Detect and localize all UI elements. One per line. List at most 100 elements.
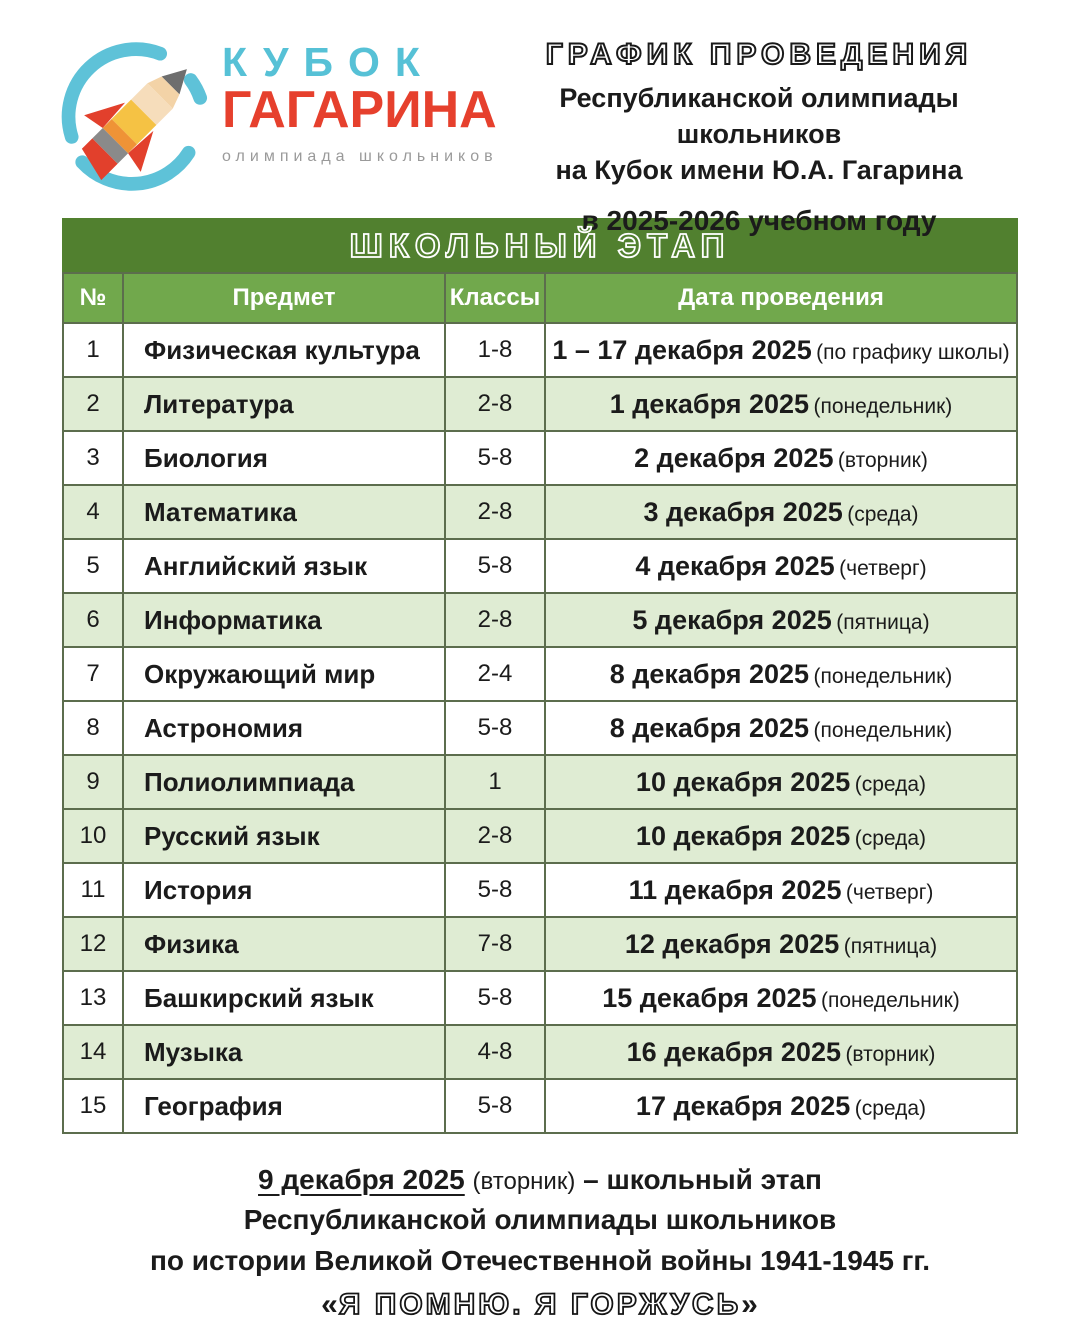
table-row: 12 Физика 7-8 12 декабря 2025 (пятница) <box>62 916 1018 972</box>
row-date-main: 1 декабря 2025 <box>609 388 810 419</box>
row-grades: 2-8 <box>444 592 546 648</box>
title-line3: на Кубок имени Ю.А. Гагарина <box>555 154 963 185</box>
table-row: 13 Башкирский язык 5-8 15 декабря 2025 (… <box>62 970 1018 1026</box>
footer-line2: Республиканской олимпиады школьников <box>243 1204 837 1236</box>
row-subject: Физика <box>122 916 446 972</box>
col-header-date: Дата проведения <box>544 272 1018 324</box>
row-grades: 2-8 <box>444 376 546 432</box>
footer-stage: – школьный этап <box>583 1164 822 1195</box>
row-grades: 5-8 <box>444 862 546 918</box>
row-date: 16 декабря 2025 (вторник) <box>544 1024 1018 1080</box>
table-row: 11 История 5-8 11 декабря 2025 (четверг) <box>62 862 1018 918</box>
row-date: 17 декабря 2025 (среда) <box>544 1078 1018 1134</box>
row-date-main: 16 декабря 2025 <box>626 1036 841 1067</box>
table-row: 8 Астрономия 5-8 8 декабря 2025 (понедел… <box>62 700 1018 756</box>
row-number: 7 <box>62 646 124 702</box>
row-subject: История <box>122 862 446 918</box>
row-date-note: (вторник) <box>837 448 928 472</box>
row-date-main: 12 декабря 2025 <box>624 928 840 959</box>
row-subject: Музыка <box>122 1024 446 1080</box>
footer-line1: 9 декабря 2025 (вторник) – школьный этап <box>0 1160 1080 1200</box>
row-subject: Окружающий мир <box>122 646 446 702</box>
row-number: 1 <box>62 322 124 378</box>
footer-motto: Я ПОМНЮ. Я ГОРЖУСЬ <box>338 1287 742 1322</box>
quote-close: » <box>741 1287 759 1321</box>
col-header-subject: Предмет <box>122 272 446 324</box>
row-date-note: (четверг) <box>845 880 934 904</box>
logo-word-gagarina: ГАГАРИНА <box>222 81 497 139</box>
row-date: 1 декабря 2025 (понедельник) <box>544 376 1018 432</box>
row-date: 10 декабря 2025 (среда) <box>544 754 1018 810</box>
stage-banner: ШКОЛЬНЫЙ ЭТАП <box>62 218 1018 272</box>
row-grades: 7-8 <box>444 916 546 972</box>
row-date-note: (по графику школы) <box>816 340 1010 364</box>
row-grades: 5-8 <box>444 700 546 756</box>
footer-line3: по истории Великой Отечественной войны 1… <box>149 1244 931 1276</box>
row-number: 15 <box>62 1078 124 1134</box>
title-line2: Республиканской олимпиады школьников <box>559 83 959 149</box>
table-row: 1 Физическая культура 1-8 1 – 17 декабря… <box>62 322 1018 378</box>
row-subject: Русский язык <box>122 808 446 864</box>
row-date-main: 10 декабря 2025 <box>635 766 851 797</box>
row-grades: 2-8 <box>444 484 546 540</box>
footer-date: 9 декабря 2025 <box>258 1164 465 1195</box>
footer-motto-line: «Я ПОМНЮ. Я ГОРЖУСЬ» <box>0 1283 1080 1326</box>
table-header-row: № Предмет Классы Дата проведения <box>62 272 1018 324</box>
row-grades: 5-8 <box>444 538 546 594</box>
row-date-main: 1 – 17 декабря 2025 <box>552 334 812 365</box>
row-number: 14 <box>62 1024 124 1080</box>
row-date-note: (среда) <box>854 826 927 850</box>
row-number: 13 <box>62 970 124 1026</box>
row-subject: Полиолимпиада <box>122 754 446 810</box>
table-row: 6 Информатика 2-8 5 декабря 2025 (пятниц… <box>62 592 1018 648</box>
row-date-note: (вторник) <box>845 1042 936 1066</box>
title-schedule: ГРАФИК ПРОВЕДЕНИЯ <box>545 37 973 72</box>
row-date-main: 15 декабря 2025 <box>602 982 817 1013</box>
row-number: 10 <box>62 808 124 864</box>
table-row: 15 География 5-8 17 декабря 2025 (среда) <box>62 1078 1018 1134</box>
table-row: 3 Биология 5-8 2 декабря 2025 (вторник) <box>62 430 1018 486</box>
row-subject: Английский язык <box>122 538 446 594</box>
row-date-main: 2 декабря 2025 <box>634 442 834 473</box>
row-number: 9 <box>62 754 124 810</box>
logo-text: КУБОК ГАГАРИНА олимпиада школьников <box>222 42 498 166</box>
row-date-main: 5 декабря 2025 <box>632 604 832 635</box>
row-number: 6 <box>62 592 124 648</box>
row-grades: 2-4 <box>444 646 546 702</box>
row-number: 11 <box>62 862 124 918</box>
row-date-note: (понедельник) <box>821 988 960 1012</box>
row-date-note: (среда) <box>854 1096 927 1120</box>
row-grades: 1-8 <box>444 322 546 378</box>
col-header-grades: Классы <box>444 272 546 324</box>
row-date: 1 – 17 декабря 2025 (по графику школы) <box>544 322 1018 378</box>
row-number: 12 <box>62 916 124 972</box>
row-date-note: (пятница) <box>843 934 938 958</box>
row-subject: Математика <box>122 484 446 540</box>
row-date: 8 декабря 2025 (понедельник) <box>544 646 1018 702</box>
table-row: 14 Музыка 4-8 16 декабря 2025 (вторник) <box>62 1024 1018 1080</box>
row-date-main: 10 декабря 2025 <box>635 820 851 851</box>
header: КУБОК ГАГАРИНА олимпиада школьников ГРАФ… <box>0 0 1080 236</box>
schedule-table-zone: ШКОЛЬНЫЙ ЭТАП № Предмет Классы Дата пров… <box>62 218 1018 1134</box>
gagarin-cup-logo: КУБОК ГАГАРИНА олимпиада школьников <box>58 34 497 198</box>
table-row: 9 Полиолимпиада 1 10 декабря 2025 (среда… <box>62 754 1018 810</box>
row-date: 10 декабря 2025 (среда) <box>544 808 1018 864</box>
row-date-note: (четверг) <box>839 556 927 580</box>
logo-word-kubok: КУБОК <box>222 39 435 85</box>
row-subject: Физическая культура <box>122 322 446 378</box>
row-number: 4 <box>62 484 124 540</box>
row-date-main: 17 декабря 2025 <box>635 1090 851 1121</box>
row-date-main: 3 декабря 2025 <box>643 496 843 527</box>
row-grades: 5-8 <box>444 430 546 486</box>
table-row: 5 Английский язык 5-8 4 декабря 2025 (че… <box>62 538 1018 594</box>
title-block: ГРАФИК ПРОВЕДЕНИЯ Республиканской олимпи… <box>478 34 1040 237</box>
row-date: 12 декабря 2025 (пятница) <box>544 916 1018 972</box>
row-date-note: (понедельник) <box>813 394 953 418</box>
footer-weekday: (вторник) <box>472 1168 576 1195</box>
row-date-note: (пятница) <box>836 610 930 634</box>
row-date-main: 11 декабря 2025 <box>628 874 842 905</box>
row-subject: География <box>122 1078 446 1134</box>
quote-open: « <box>321 1287 339 1321</box>
logo-subtitle: олимпиада школьников <box>222 147 498 165</box>
table-row: 2 Литература 2-8 1 декабря 2025 (понедел… <box>62 376 1018 432</box>
